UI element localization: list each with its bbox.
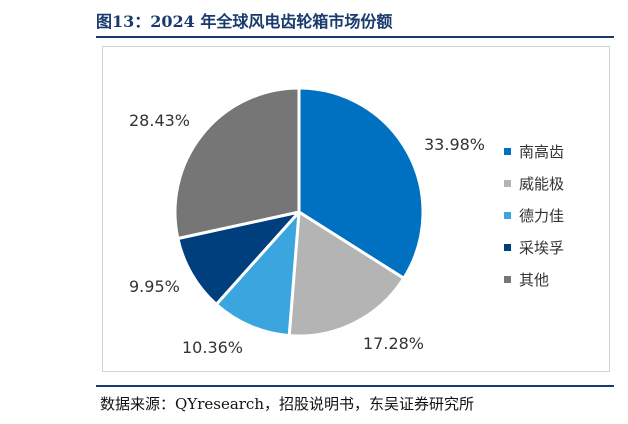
legend-item-1: 南高齿 <box>504 135 564 167</box>
figure-source: 数据来源：QYresearch，招股说明书，东吴证券研究所 <box>100 395 474 413</box>
legend-item-4: 采埃孚 <box>504 231 564 263</box>
figure-title: 图13：2024 年全球风电齿轮箱市场份额 <box>96 12 393 31</box>
slice-label-2: 17.28% <box>363 334 424 353</box>
pie-labels: 33.98% 17.28% 10.36% 9.95% 28.43% <box>129 111 485 357</box>
slice-label-3: 10.36% <box>182 338 243 357</box>
chart-legend: 南高齿威能极德力佳采埃孚其他 <box>504 135 564 295</box>
legend-item-3: 德力佳 <box>504 199 564 231</box>
legend-swatch <box>504 179 511 187</box>
legend-label: 德力佳 <box>519 206 565 225</box>
pie-slice-3 <box>214 210 301 338</box>
slice-label-4: 9.95% <box>129 277 180 296</box>
legend-swatch <box>504 243 511 251</box>
pie-slice-5 <box>173 86 301 241</box>
source-divider <box>96 385 614 387</box>
legend-swatch <box>504 275 511 283</box>
legend-item-5: 其他 <box>504 263 564 295</box>
legend-swatch <box>504 147 511 155</box>
legend-label: 南高齿 <box>519 142 565 161</box>
legend-label: 采埃孚 <box>519 238 565 257</box>
chart-frame <box>102 46 610 372</box>
legend-label: 威能极 <box>519 174 565 193</box>
slice-label-1: 33.98% <box>424 135 485 154</box>
pie-slice-2 <box>287 210 406 338</box>
legend-label: 其他 <box>519 270 550 289</box>
pie-slices <box>173 86 425 338</box>
legend-item-2: 威能极 <box>504 167 564 199</box>
legend-swatch <box>504 211 511 219</box>
slice-label-5: 28.43% <box>129 111 190 130</box>
title-divider <box>96 36 614 38</box>
